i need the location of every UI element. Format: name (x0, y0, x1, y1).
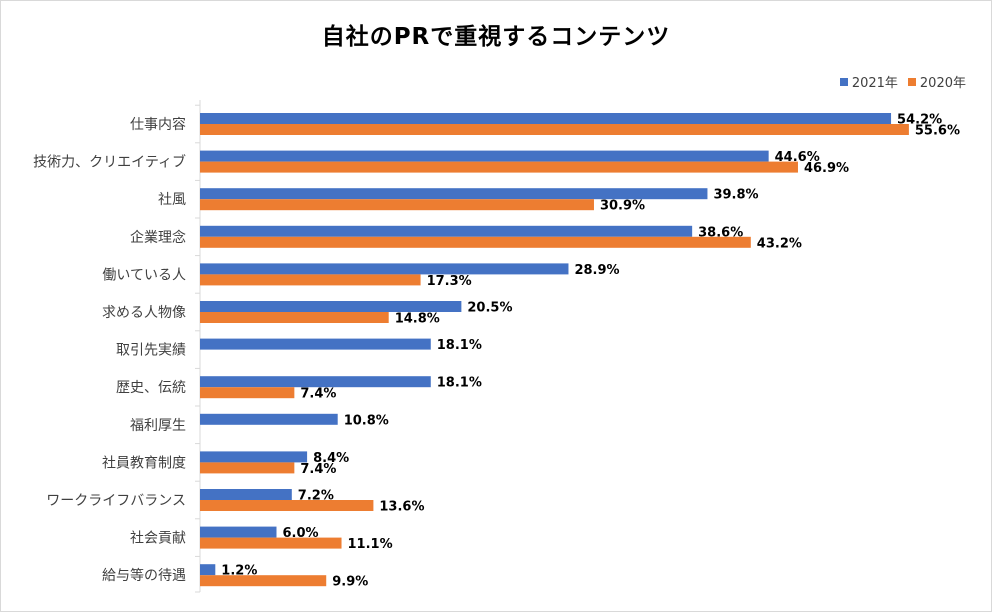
data-label: 17.3% (427, 274, 472, 289)
data-label: 28.9% (574, 263, 619, 278)
bar-2021 (200, 451, 308, 463)
bar-2021 (200, 338, 431, 350)
data-label: 6.0% (283, 526, 319, 541)
bar-2021 (200, 188, 708, 200)
bar-2020 (200, 500, 374, 511)
category-label: 歴史、伝統 (116, 380, 186, 396)
data-label: 7.2% (298, 489, 334, 504)
legend-item-2021: 2021年 (839, 72, 898, 91)
category-label: 社員教育制度 (102, 455, 186, 471)
bar-2021 (200, 564, 216, 576)
data-label: 39.8% (713, 188, 758, 203)
category-label: 技術力、クリエイティブ (33, 154, 186, 171)
data-label: 10.8% (344, 413, 389, 428)
data-label: 8.4% (313, 451, 349, 466)
legend-label-2020: 2020年 (919, 76, 966, 91)
legend-item-2020: 2020年 (907, 72, 966, 91)
data-label: 20.5% (467, 301, 512, 316)
bar-2021 (200, 225, 693, 237)
data-label: 43.2% (757, 236, 802, 251)
bar-2021 (200, 376, 431, 388)
bar-2020 (200, 537, 342, 549)
category-label: 企業理念 (130, 229, 186, 246)
bar-2020 (200, 236, 751, 248)
data-label: 7.4% (300, 462, 336, 477)
chart-title: 自社のPRで重視するコンテンツ (321, 24, 671, 50)
bar-2021 (200, 526, 277, 538)
data-label: 54.2% (897, 113, 942, 128)
data-label: 18.1% (437, 376, 482, 391)
bar-2020 (200, 124, 909, 135)
data-label: 1.2% (221, 564, 257, 579)
data-label: 38.6% (698, 225, 743, 240)
data-label: 55.6% (915, 124, 960, 139)
category-label: 給与等の待遇 (102, 567, 186, 584)
legend-label-2021: 2021年 (851, 76, 898, 91)
category-label: 働いている人 (102, 267, 186, 283)
data-label: 46.9% (804, 161, 849, 176)
bar-2020 (200, 312, 389, 323)
bar-2020 (200, 161, 798, 173)
data-label: 7.4% (300, 387, 336, 402)
data-label: 14.8% (395, 312, 440, 327)
bar-2021 (200, 263, 569, 275)
data-label: 44.6% (775, 150, 820, 165)
bar-2021 (200, 150, 769, 162)
category-label: ワークライフバランス (46, 493, 186, 509)
bar-2021 (200, 113, 892, 124)
category-label: 求める人物像 (102, 305, 186, 321)
data-label: 9.9% (332, 575, 368, 590)
bar-2020 (200, 274, 421, 286)
legend-swatch-2021 (839, 77, 848, 86)
bar-2020 (200, 387, 295, 399)
category-label: 取引先実績 (116, 343, 186, 359)
bar-2020 (200, 199, 594, 211)
bar-2021 (200, 301, 462, 312)
data-label: 18.1% (437, 338, 482, 353)
data-label: 11.1% (348, 537, 393, 552)
data-label: 30.9% (600, 199, 645, 214)
bar-2020 (200, 575, 327, 587)
category-label: 仕事内容 (130, 116, 186, 133)
bar-2020 (200, 462, 295, 474)
legend: 2021年 2020年 (839, 72, 966, 91)
data-label: 13.6% (379, 500, 424, 515)
bar-2021 (200, 489, 292, 500)
bar-2021 (200, 413, 338, 425)
legend-swatch-2020 (907, 77, 916, 86)
category-label: 福利厚生 (130, 418, 186, 434)
category-label: 社風 (158, 192, 186, 208)
category-label: 社会貢献 (130, 531, 186, 547)
